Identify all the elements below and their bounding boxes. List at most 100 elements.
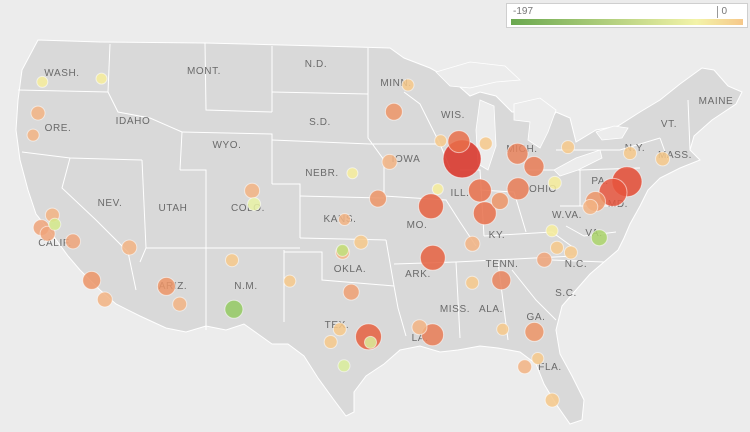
city-marker[interactable] — [364, 335, 377, 349]
city-marker[interactable] — [464, 235, 481, 252]
state-label: W.VA. — [552, 210, 582, 221]
city-marker[interactable] — [550, 240, 564, 255]
state-label: ARK. — [405, 269, 431, 280]
city-marker[interactable] — [247, 197, 262, 212]
state-label: WYO. — [212, 140, 241, 151]
city-marker[interactable] — [283, 274, 297, 288]
city-marker[interactable] — [369, 189, 387, 208]
us-landmass — [15, 39, 743, 425]
city-marker[interactable] — [431, 183, 444, 196]
state-label: WASH. — [44, 68, 79, 79]
state-label: ORE. — [45, 123, 72, 134]
city-marker[interactable] — [434, 134, 448, 148]
state-label: UTAH — [159, 203, 188, 214]
state-borders — [17, 42, 691, 341]
city-marker[interactable] — [491, 270, 512, 291]
city-marker[interactable] — [342, 283, 360, 301]
city-marker[interactable] — [472, 201, 497, 226]
city-marker[interactable] — [323, 335, 338, 349]
city-marker[interactable] — [547, 175, 562, 190]
city-marker[interactable] — [224, 299, 244, 319]
city-marker[interactable] — [582, 198, 599, 215]
state-label: WIS. — [441, 110, 465, 121]
state-label: MISS. — [440, 304, 470, 315]
city-marker[interactable] — [478, 136, 493, 151]
state-label: NEV. — [98, 198, 123, 209]
state-label: S.C. — [555, 288, 577, 299]
city-marker[interactable] — [332, 322, 347, 337]
city-marker[interactable] — [411, 319, 428, 336]
state-label: CALIF. — [38, 238, 72, 249]
city-marker[interactable] — [419, 244, 446, 271]
state-label: LA. — [412, 333, 429, 344]
city-marker[interactable] — [156, 276, 176, 296]
city-marker[interactable] — [496, 322, 510, 336]
city-marker[interactable] — [26, 128, 40, 142]
state-label: OKLA. — [334, 264, 366, 275]
state-label: PA. — [591, 176, 608, 187]
city-marker[interactable] — [381, 153, 398, 170]
legend-max-label: 0 — [721, 6, 727, 17]
city-marker[interactable] — [353, 234, 369, 250]
city-marker[interactable] — [623, 146, 637, 161]
city-marker[interactable] — [517, 359, 533, 375]
state-label: MINN. — [380, 78, 411, 89]
city-marker[interactable] — [465, 275, 480, 290]
city-marker[interactable] — [545, 224, 559, 238]
city-marker[interactable] — [531, 352, 545, 365]
city-marker[interactable] — [506, 142, 529, 165]
state-label: N.M. — [234, 281, 258, 292]
city-marker[interactable] — [36, 75, 49, 88]
city-marker[interactable] — [590, 229, 608, 247]
state-label: KY. — [489, 230, 506, 241]
city-marker[interactable] — [337, 359, 351, 373]
city-marker[interactable] — [490, 192, 509, 210]
city-marker[interactable] — [384, 102, 403, 121]
state-label: NEBR. — [305, 168, 339, 179]
city-marker[interactable] — [418, 193, 444, 220]
city-marker[interactable] — [346, 167, 359, 180]
city-marker[interactable] — [524, 321, 545, 342]
city-marker[interactable] — [447, 130, 471, 154]
state-label: ALA. — [479, 304, 503, 315]
city-marker[interactable] — [95, 72, 108, 85]
state-label: COLO. — [231, 203, 265, 214]
city-marker[interactable] — [523, 156, 545, 177]
city-marker[interactable] — [172, 296, 188, 312]
great-lakes — [435, 61, 629, 177]
state-label: MO. — [407, 220, 428, 231]
city-marker[interactable] — [244, 182, 261, 199]
state-label: MONT. — [187, 66, 221, 77]
city-marker[interactable] — [48, 217, 62, 231]
city-marker[interactable] — [563, 245, 578, 260]
city-marker[interactable] — [121, 239, 138, 256]
city-markers — [26, 72, 671, 408]
state-label: ILL. — [450, 188, 469, 199]
city-marker[interactable] — [544, 392, 560, 408]
state-label: MASS. — [658, 150, 692, 161]
state-label: GA. — [526, 312, 545, 323]
city-marker[interactable] — [336, 243, 349, 257]
state-label: TENN. — [486, 259, 519, 270]
city-marker[interactable] — [401, 78, 415, 92]
city-marker[interactable] — [536, 251, 553, 268]
legend-min-label: -197 — [513, 6, 534, 17]
state-label: N.D. — [305, 59, 327, 70]
state-label: MAINE — [699, 96, 734, 107]
city-marker[interactable] — [82, 270, 102, 290]
city-marker[interactable] — [39, 225, 56, 242]
state-label: IOWA — [392, 154, 421, 165]
state-label: FLA. — [538, 362, 562, 373]
city-marker[interactable] — [338, 213, 352, 226]
state-label: VT. — [661, 119, 677, 130]
city-marker[interactable] — [561, 140, 575, 155]
city-marker[interactable] — [655, 151, 671, 167]
city-marker[interactable] — [467, 178, 492, 203]
city-marker[interactable] — [225, 253, 239, 268]
city-marker[interactable] — [30, 105, 46, 121]
city-marker[interactable] — [65, 233, 81, 250]
city-marker[interactable] — [506, 177, 530, 201]
state-label: S.D. — [309, 117, 331, 128]
city-marker[interactable] — [96, 291, 113, 308]
